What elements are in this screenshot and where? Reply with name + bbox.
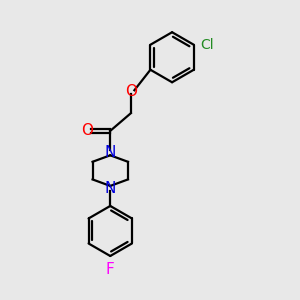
- Text: N: N: [105, 146, 116, 160]
- Text: Cl: Cl: [200, 38, 214, 52]
- Text: F: F: [106, 262, 115, 278]
- Text: O: O: [125, 84, 137, 99]
- Text: O: O: [81, 123, 93, 138]
- Text: N: N: [105, 181, 116, 196]
